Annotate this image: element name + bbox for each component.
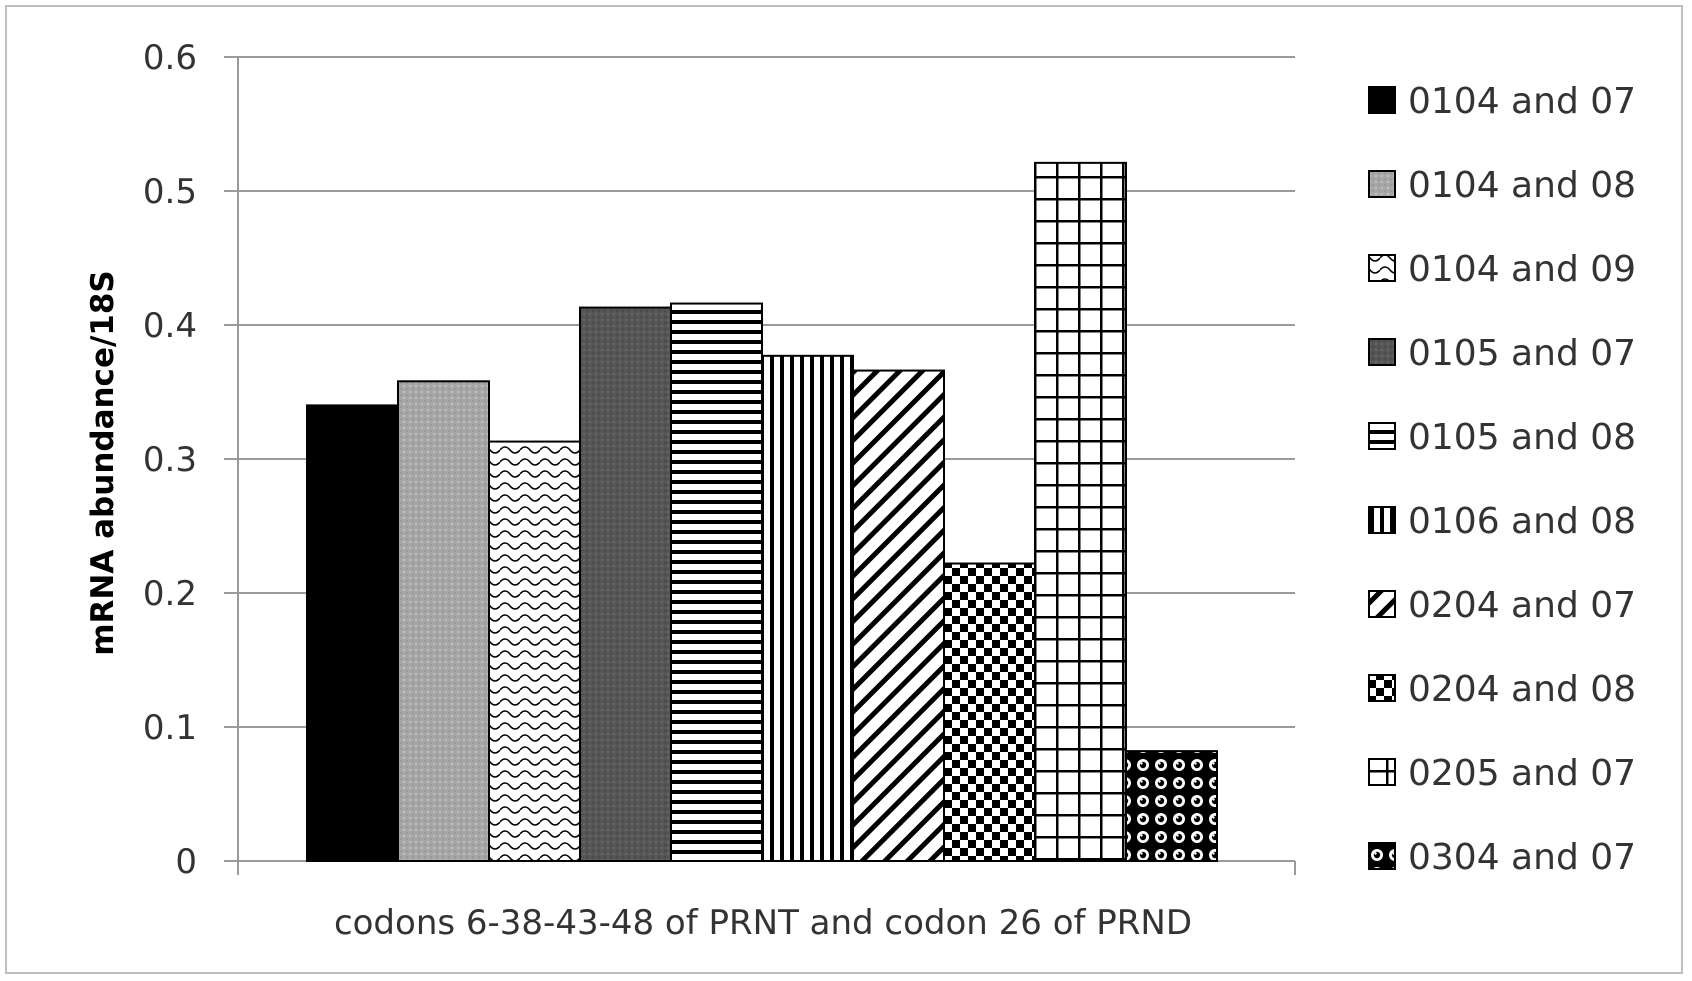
legend-label-0104-and-07: 0104 and 07 — [1408, 81, 1636, 122]
legend-label-0104-and-09: 0104 and 09 — [1408, 249, 1636, 290]
legend-label-0204-and-07: 0204 and 07 — [1408, 585, 1636, 626]
bar-0104-and-09 — [488, 440, 581, 862]
legend-swatch-0205-and-07 — [1368, 758, 1396, 786]
legend-swatch-0204-and-08 — [1368, 674, 1396, 702]
legend-label-0205-and-07: 0205 and 07 — [1408, 753, 1636, 794]
bar-0304-and-07 — [1125, 750, 1218, 862]
y-tick-label: 0.2 — [143, 574, 197, 614]
bar-0105-and-08 — [670, 302, 763, 862]
bars — [306, 161, 1218, 863]
bar-0104-and-07 — [306, 404, 399, 862]
legend-swatch-0105-and-08 — [1368, 422, 1396, 450]
legend-swatch-0105-and-07 — [1368, 338, 1396, 366]
y-tick-label: 0.1 — [143, 708, 197, 748]
legend-label-0304-and-07: 0304 and 07 — [1408, 837, 1636, 878]
legend-label-0104-and-08: 0104 and 08 — [1408, 165, 1636, 206]
bar-0205-and-07 — [1034, 161, 1127, 863]
bar-0105-and-07 — [579, 306, 672, 862]
legend-label-0105-and-08: 0105 and 08 — [1408, 417, 1636, 458]
bar-0204-and-08 — [943, 562, 1036, 863]
x-axis-label: codons 6-38-43-48 of PRNT and codon 26 o… — [334, 903, 1192, 943]
legend: 0104 and 07 0104 and 08 0104 and 09 0105 an… — [1368, 81, 1636, 878]
legend-swatch-0104-and-07 — [1368, 86, 1396, 114]
bar-0204-and-07 — [852, 369, 945, 862]
y-tick-label: 0.6 — [143, 38, 197, 78]
y-tick-label: 0 — [175, 842, 197, 882]
legend-swatch-0304-and-07 — [1368, 842, 1396, 870]
legend-label-0106-and-08: 0106 and 08 — [1408, 501, 1636, 542]
y-axis-label: mRNA abundance/18S — [85, 270, 121, 656]
legend-swatch-0104-and-08 — [1368, 170, 1396, 198]
legend-label-0105-and-07: 0105 and 07 — [1408, 333, 1636, 374]
legend-label-0204-and-08: 0204 and 08 — [1408, 669, 1636, 710]
y-tick-labels: 0 0.1 0.2 0.3 0.4 0.5 0.6 — [143, 38, 197, 882]
legend-swatch-0104-and-09 — [1368, 254, 1396, 282]
legend-swatch-0204-and-07 — [1368, 590, 1396, 618]
bar-0106-and-08 — [761, 354, 854, 862]
legend-swatch-0106-and-08 — [1368, 506, 1396, 534]
y-tick-label: 0.3 — [143, 440, 197, 480]
bar-0104-and-08 — [397, 380, 490, 862]
y-tick-label: 0.4 — [143, 306, 197, 346]
y-tick-label: 0.5 — [143, 172, 197, 212]
